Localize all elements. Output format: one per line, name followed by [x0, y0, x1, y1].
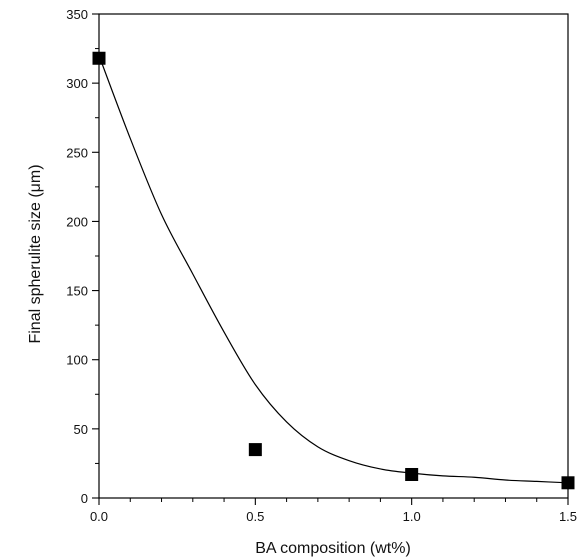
y-tick-label: 100	[66, 353, 88, 368]
fit-curve-layer	[98, 55, 569, 484]
y-tick-label: 50	[74, 422, 88, 437]
x-axis-title: BA composition (wt%)	[255, 540, 411, 557]
x-tick-label: 0.5	[246, 509, 264, 524]
plot-frame	[98, 13, 569, 499]
data-point	[248, 443, 262, 457]
y-tick-label: 250	[66, 145, 88, 160]
data-point	[92, 51, 106, 65]
y-tick-label: 300	[66, 76, 88, 91]
y-tick-label: 150	[66, 284, 88, 299]
y-axis: 0 50 100 150 200 250 300 350	[66, 7, 99, 506]
y-tick-label: 0	[81, 491, 88, 506]
x-axis: 0.0 0.5 1.0 1.5	[90, 498, 577, 524]
data-point	[405, 467, 419, 481]
data-point	[561, 476, 575, 490]
y-tick-label: 200	[66, 214, 88, 229]
data-points	[92, 51, 575, 490]
x-tick-label: 1.0	[403, 509, 421, 524]
y-axis-title: Final spherulite size (μm)	[27, 164, 44, 343]
fit-curve	[98, 55, 569, 484]
x-tick-label: 1.5	[559, 509, 577, 524]
y-tick-label: 350	[66, 7, 88, 22]
plot-area	[98, 13, 569, 499]
x-tick-label: 0.0	[90, 509, 108, 524]
